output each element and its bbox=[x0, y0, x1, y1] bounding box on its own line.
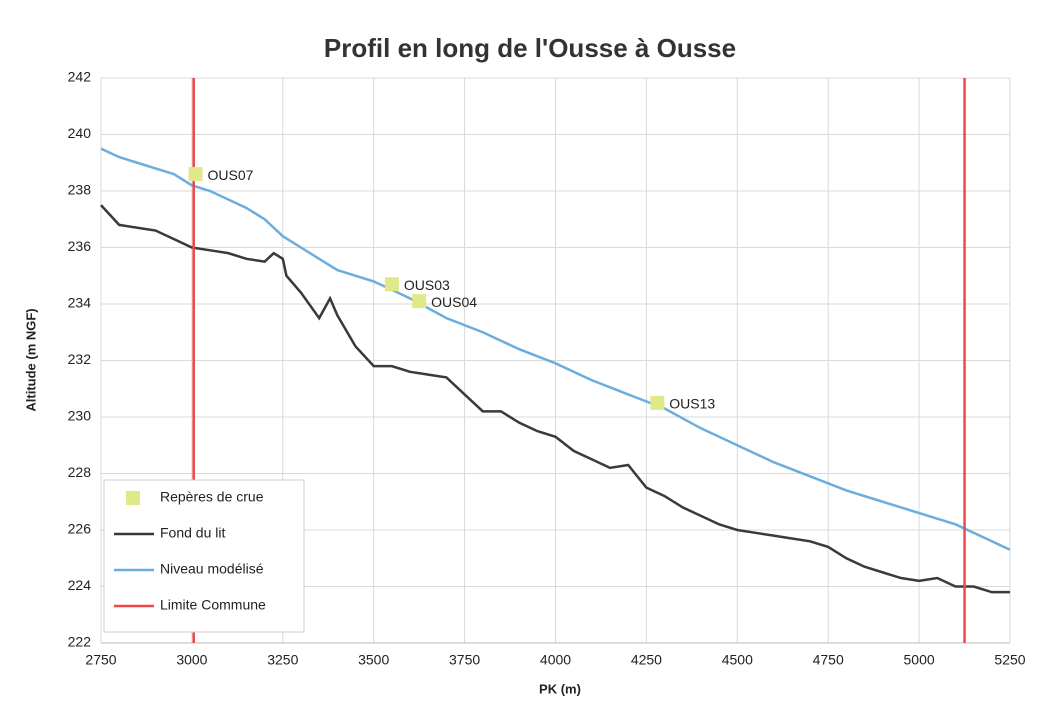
line-series bbox=[100, 204, 1010, 594]
x-tick-label: 4750 bbox=[813, 652, 844, 668]
y-tick-label: 224 bbox=[68, 577, 92, 593]
y-tick-label: 236 bbox=[68, 238, 92, 254]
flood-mark bbox=[188, 167, 203, 182]
point-label: OUS04 bbox=[431, 294, 477, 310]
x-tick-label: 3750 bbox=[449, 652, 480, 668]
y-tick-label: 242 bbox=[68, 69, 92, 85]
flood-mark bbox=[384, 277, 399, 292]
y-axis-label: Altitude (m NGF) bbox=[23, 308, 38, 411]
legend-box bbox=[103, 479, 305, 633]
y-tick-label: 226 bbox=[68, 521, 92, 537]
legend-label: Limite Commune bbox=[160, 597, 266, 613]
legend-marker bbox=[126, 491, 140, 505]
x-tick-label: 3000 bbox=[176, 652, 207, 668]
y-tick-label: 228 bbox=[68, 464, 92, 480]
y-tick-label: 238 bbox=[68, 182, 92, 198]
flood-mark bbox=[650, 395, 665, 410]
y-tick-label: 234 bbox=[68, 295, 92, 311]
legend-label: Fond du lit bbox=[160, 525, 225, 541]
x-tick-label: 5250 bbox=[994, 652, 1025, 668]
legend-label: Niveau modélisé bbox=[160, 561, 264, 577]
y-tick-label: 222 bbox=[68, 634, 92, 650]
x-tick-label: 4500 bbox=[722, 652, 753, 668]
y-tick-label: 232 bbox=[68, 351, 92, 367]
x-tick-label: 5000 bbox=[904, 652, 935, 668]
flood-mark bbox=[412, 294, 427, 309]
x-tick-label: 3250 bbox=[267, 652, 298, 668]
x-tick-label: 4250 bbox=[631, 652, 662, 668]
x-tick-label: 4000 bbox=[540, 652, 571, 668]
legend-label: Repères de crue bbox=[160, 489, 264, 505]
line-series bbox=[100, 147, 1011, 551]
x-tick-label: 3500 bbox=[358, 652, 389, 668]
x-tick-label: 2750 bbox=[85, 652, 116, 668]
x-axis-label: PK (m) bbox=[539, 681, 581, 696]
point-label: OUS03 bbox=[404, 277, 450, 293]
y-tick-label: 240 bbox=[68, 125, 92, 141]
chart-title: Profil en long de l'Ousse à Ousse bbox=[324, 33, 736, 63]
point-label: OUS07 bbox=[208, 167, 254, 183]
y-tick-label: 230 bbox=[68, 408, 92, 424]
point-label: OUS13 bbox=[669, 396, 715, 412]
